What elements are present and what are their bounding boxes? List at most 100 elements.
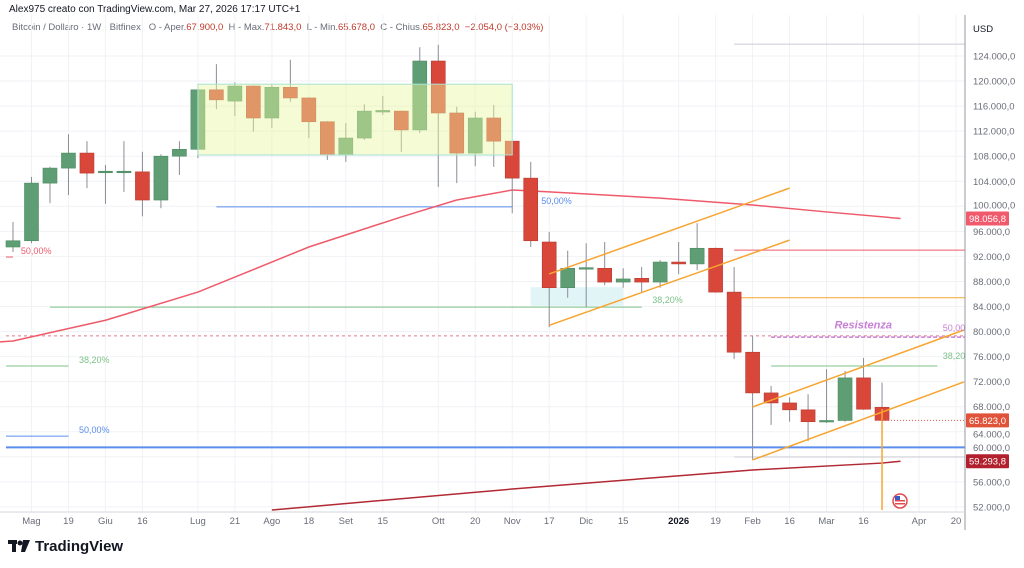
candle-body <box>726 291 742 353</box>
time-tick-label: 19 <box>63 516 74 527</box>
tradingview-logo[interactable]: TradingView <box>8 538 123 555</box>
candle <box>227 82 243 117</box>
currency-label: USD <box>973 24 993 35</box>
drawing-label: 50,00% <box>21 246 52 256</box>
candle <box>449 106 465 184</box>
price-tick-label: 72.000,0 <box>973 377 1010 388</box>
candle-body <box>24 182 39 242</box>
candle-body <box>652 261 668 283</box>
channel-trendline <box>752 329 965 408</box>
candle <box>745 335 760 460</box>
ma-slow-price-tag-bg <box>966 454 1009 469</box>
candle <box>116 141 132 192</box>
drawing-label: 38,20 <box>943 351 966 361</box>
candle-body <box>42 167 58 184</box>
drawing-label: 38,20% <box>79 355 110 365</box>
time-tick-label: Dic <box>579 516 593 527</box>
open-value: 67.900,0 <box>186 22 224 33</box>
candle <box>246 85 261 132</box>
low-value: 65.678,0 <box>338 22 375 33</box>
candle-body <box>708 247 723 293</box>
candle-body <box>209 89 224 101</box>
candle <box>726 267 742 360</box>
candle-body <box>393 110 409 131</box>
last-price-tag: 65.823,0 <box>969 416 1006 427</box>
time-tick-label: 19 <box>710 516 721 527</box>
candle-body <box>264 87 280 119</box>
high-label: H - Max. <box>228 22 265 33</box>
candle <box>61 134 76 196</box>
candle-body <box>800 409 816 423</box>
time-tick-label: 16 <box>858 516 869 527</box>
candle <box>819 369 834 423</box>
candle-body <box>782 402 797 411</box>
time-tick-label: 20 <box>470 516 481 527</box>
symbol-name[interactable]: Bitcoin / Dollaro · 1W · Bitfinex <box>12 22 141 33</box>
candle <box>135 151 150 217</box>
channel-trendline <box>752 381 965 461</box>
candle <box>615 268 631 288</box>
time-tick-label: 2026 <box>668 516 689 527</box>
time-tick-label: Mag <box>22 516 40 527</box>
candle <box>597 241 612 286</box>
candle <box>412 47 428 134</box>
candle <box>763 386 779 425</box>
consolidation-box <box>197 83 513 156</box>
tradingview-logo-text: TradingView <box>35 538 124 555</box>
time-tick-label: 16 <box>137 516 148 527</box>
time-tick-label: 18 <box>304 516 315 527</box>
us-flag-icon[interactable] <box>892 493 908 509</box>
candle <box>634 267 649 293</box>
candle-body <box>5 240 21 248</box>
candle-body <box>856 377 871 410</box>
candle <box>172 141 187 175</box>
ohlc-legend: Bitcoin / Dollaro · 1W · Bitfinex O - Ap… <box>12 22 543 33</box>
time-tick-label: Apr <box>912 516 927 527</box>
candle-body <box>837 377 853 421</box>
price-tick-label: 84.000,0 <box>973 302 1010 313</box>
price-tick-label: 92.000,0 <box>973 252 1010 263</box>
price-tick-label: 56.000,0 <box>973 477 1010 488</box>
candle <box>430 44 446 187</box>
price-axis[interactable]: 124.000,0 120.000,0 116.000,0 112.000,0 108.… <box>973 52 1015 514</box>
candle <box>837 371 853 422</box>
time-axis[interactable]: Mag 19 Giu 16 Lug 21 Ago 18 Set 15 Ott 20 Nov 17 Dic 15… <box>22 516 961 527</box>
candle-body <box>375 110 391 113</box>
drawing-label: 50,00 <box>943 323 966 333</box>
price-tick-label: 96.000,0 <box>973 227 1010 238</box>
price-tick-label: 68.000,0 <box>973 402 1010 413</box>
candle <box>782 397 797 422</box>
candle-body <box>79 152 95 174</box>
candle <box>541 231 557 328</box>
price-tick-label: 116.000,0 <box>973 102 1015 113</box>
ma-fast-price-tag-bg <box>966 211 1009 226</box>
price-tags: 98.056,8 65.823,0 59.293,8 <box>966 211 1009 469</box>
low-label: L - Min. <box>306 22 338 33</box>
candle <box>671 241 686 274</box>
channel-trendline <box>548 187 790 275</box>
price-tick-label: 108.000,0 <box>973 152 1015 163</box>
plot-area[interactable]: 50,00% 38,20% 50,00% 50,00% 38,20% Resistenza… <box>0 43 966 511</box>
candle <box>467 111 483 167</box>
candle <box>504 140 520 214</box>
candle <box>393 110 409 152</box>
time-tick-label: 21 <box>230 516 241 527</box>
time-tick-label: 17 <box>544 516 555 527</box>
time-tick-label: Mar <box>818 516 834 527</box>
price-tick-label: 124.000,0 <box>973 52 1015 63</box>
candle-body <box>560 267 576 289</box>
candle-body <box>227 85 243 102</box>
candle-body <box>135 171 150 201</box>
channel-trendline <box>548 239 790 326</box>
candle-body <box>116 170 132 174</box>
drawing-label: 50,00% <box>541 196 572 206</box>
candle-body <box>301 97 317 123</box>
close-label: C - Chius. <box>380 22 423 33</box>
open-label: O - Aper. <box>148 22 187 33</box>
candle <box>800 394 816 442</box>
tradingview-logo-icon <box>8 540 30 552</box>
high-value: 71.843,0 <box>264 22 302 33</box>
time-tick-label: Nov <box>504 516 521 527</box>
candle <box>523 161 539 248</box>
